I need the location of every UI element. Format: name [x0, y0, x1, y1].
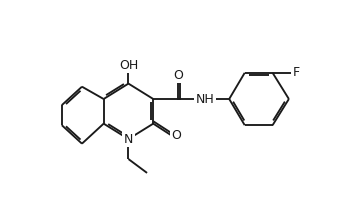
Text: O: O — [171, 129, 181, 142]
Text: F: F — [293, 66, 300, 79]
Text: NH: NH — [196, 93, 214, 106]
Text: O: O — [173, 69, 183, 82]
Text: OH: OH — [119, 59, 138, 72]
Text: N: N — [124, 133, 133, 145]
